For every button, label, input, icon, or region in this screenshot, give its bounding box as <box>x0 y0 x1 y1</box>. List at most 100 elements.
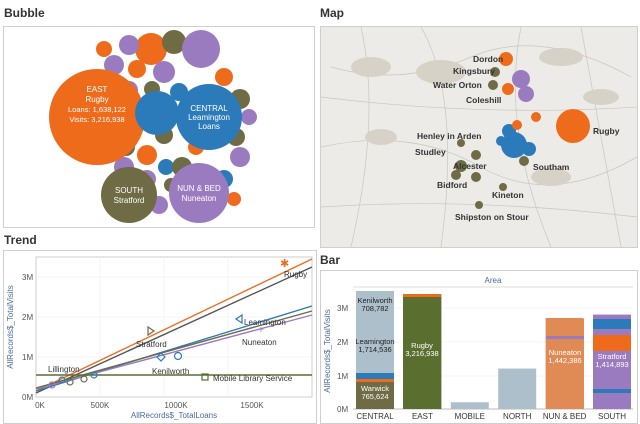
seg-label-stratford: Stratford <box>598 352 627 361</box>
seg-label-kenilworth: Kenilworth <box>357 296 392 305</box>
trend-label-stratford: Stratford <box>136 340 167 349</box>
trend-point-c <box>66 378 74 386</box>
trend-xlabel: AllRecords$_TotalLoans <box>131 411 217 420</box>
seg-south-blue[interactable] <box>593 319 631 329</box>
map-marker-southam[interactable] <box>519 156 529 166</box>
bubble-central-loans: Loans <box>198 122 220 131</box>
seg-label-stratford-value: 1,414,893 <box>595 360 628 369</box>
map-label-bidford: Bidford <box>437 180 467 190</box>
map-marker-east[interactable] <box>531 112 541 122</box>
seg-east-top[interactable] <box>403 294 441 297</box>
map-marker-nuneaton[interactable] <box>512 70 530 88</box>
map-labels: Dordon Kingsbury Water Orton Coleshill R… <box>415 54 620 222</box>
bubble-south[interactable] <box>101 167 157 223</box>
seg-central-warwick[interactable] <box>356 381 394 409</box>
bubble-panel[interactable]: EAST Rugby Loans: 1,638,122 Visits: 3,21… <box>3 26 315 228</box>
bar-segments <box>356 291 631 409</box>
map-marker-alcester[interactable] <box>455 160 467 172</box>
map-label-dordon: Dordon <box>473 54 503 64</box>
bar-xtick-south: SOUTH <box>598 412 626 421</box>
map-marker-coleshill[interactable] <box>502 83 514 95</box>
seg-south-orange[interactable] <box>593 335 631 351</box>
seg-east-rugby[interactable] <box>403 297 441 409</box>
bar-seg-labels: Kenilworth 708,782 Leamington 1,714,536 … <box>355 296 628 401</box>
seg-label-leamington: Leamington <box>355 337 394 346</box>
map-label-kingsbury: Kingsbury <box>453 66 495 76</box>
seg-south-blue2[interactable] <box>593 389 631 393</box>
trend-point-leamington <box>234 313 243 325</box>
map-towns <box>351 48 619 186</box>
map-marker-bedworth[interactable] <box>518 86 534 102</box>
bubble-central-small[interactable] <box>135 91 179 135</box>
seg-south-stratford[interactable] <box>593 315 631 409</box>
bar-ytick-1: 1M <box>337 372 348 381</box>
map-marker-water-orton[interactable] <box>488 80 498 90</box>
trend-label-rugby: Rugby <box>284 270 307 279</box>
map-label-kineton: Kineton <box>492 190 524 200</box>
trend-line-east <box>35 258 313 392</box>
map-marker-rugby[interactable] <box>556 109 590 143</box>
bubble-east-loans: Loans: 1,638,122 <box>68 105 126 114</box>
seg-nunbed-band[interactable] <box>546 336 584 339</box>
bubble-nunbed-name: Nuneaton <box>182 194 217 203</box>
map-marker-extra[interactable] <box>512 120 522 130</box>
seg-nunbed-nuneaton[interactable] <box>546 319 584 409</box>
map-label-water-orton: Water Orton <box>433 80 482 90</box>
map-marker-studley-area[interactable] <box>471 150 481 160</box>
map-label-southam: Southam <box>533 162 570 172</box>
bubble-central[interactable] <box>176 84 242 150</box>
trend-y-ticks: 0M 1M 2M 3M <box>22 273 33 402</box>
bubble-central-area: CENTRAL <box>190 104 228 113</box>
seg-central-blue[interactable] <box>356 373 394 381</box>
trend-x-ticks: 0K 500K 1000K 1500K <box>35 401 264 410</box>
map-marker-lillington[interactable] <box>522 142 536 156</box>
map-title: Map <box>320 6 344 20</box>
bar-xtick-north: NORTH <box>503 412 532 421</box>
bar-header: Area <box>485 276 502 285</box>
trend-point-stratford <box>147 325 156 337</box>
trend-panel[interactable]: 0M 1M 2M 3M 0K 500K 1000K 1500K AllRecor… <box>3 250 317 424</box>
bubble-east-visits: Visits: 3,216,938 <box>69 115 124 124</box>
map-marker-dordon[interactable] <box>499 52 513 66</box>
seg-central-orange[interactable] <box>356 379 394 382</box>
bubble-east-name: Rugby <box>85 95 108 104</box>
bar-mobile[interactable] <box>450 402 489 409</box>
map-marker-bidford[interactable] <box>451 170 461 180</box>
trend-grid <box>36 257 312 397</box>
trend-label-lillington: Lillington <box>48 365 80 374</box>
seg-label-warwick-value: 765,624 <box>361 392 388 401</box>
map-marker-kineton[interactable] <box>499 183 507 191</box>
trend-ytick-1: 1M <box>22 353 33 362</box>
bubble-chart: EAST Rugby Loans: 1,638,122 Visits: 3,21… <box>49 30 257 223</box>
map-marker-leamington[interactable] <box>501 132 527 158</box>
map-panel[interactable]: Dordon Kingsbury Water Orton Coleshill R… <box>320 26 638 248</box>
bar-panel[interactable]: Area 0M 1M 2M 3M AllRecords$_TotalVisits <box>320 270 638 424</box>
trend-ylabel: AllRecords$_TotalVisits <box>6 285 15 368</box>
trend-point-warwick <box>173 351 183 361</box>
map-marker-stratford[interactable] <box>471 172 481 182</box>
bubble-south-area: SOUTH <box>115 186 143 195</box>
seg-central-leamington[interactable] <box>356 321 394 373</box>
map-marker-shipston[interactable] <box>475 201 483 209</box>
seg-label-kenilworth-value: 708,782 <box>361 304 388 313</box>
bubble-title: Bubble <box>4 6 45 20</box>
bubble-east-area: EAST <box>87 85 108 94</box>
map-label-alcester: Alcester <box>453 161 487 171</box>
map-marker-warwick[interactable] <box>496 136 506 146</box>
bar-ytick-0: 0M <box>337 405 348 414</box>
map-roads <box>321 27 637 247</box>
bar-marks <box>356 294 631 409</box>
trend-point-b <box>80 375 88 383</box>
bar-north[interactable] <box>498 368 537 409</box>
bar-chart: Area 0M 1M 2M 3M AllRecords$_TotalVisits <box>323 276 633 421</box>
trend-label-mobile: Mobile Library Service <box>213 374 293 383</box>
bubble-nunbed[interactable] <box>169 163 229 223</box>
seg-central-kenilworth[interactable] <box>356 291 394 321</box>
map-marker-henley[interactable] <box>457 139 465 147</box>
bubble-east[interactable] <box>49 69 145 165</box>
seg-label-warwick: Warwick <box>361 384 389 393</box>
bar-ytick-2: 2M <box>337 338 348 347</box>
map-marker-kingsbury[interactable] <box>490 67 500 77</box>
map-canvas: Dordon Kingsbury Water Orton Coleshill R… <box>321 27 637 247</box>
map-label-shipston: Shipston on Stour <box>455 212 529 222</box>
